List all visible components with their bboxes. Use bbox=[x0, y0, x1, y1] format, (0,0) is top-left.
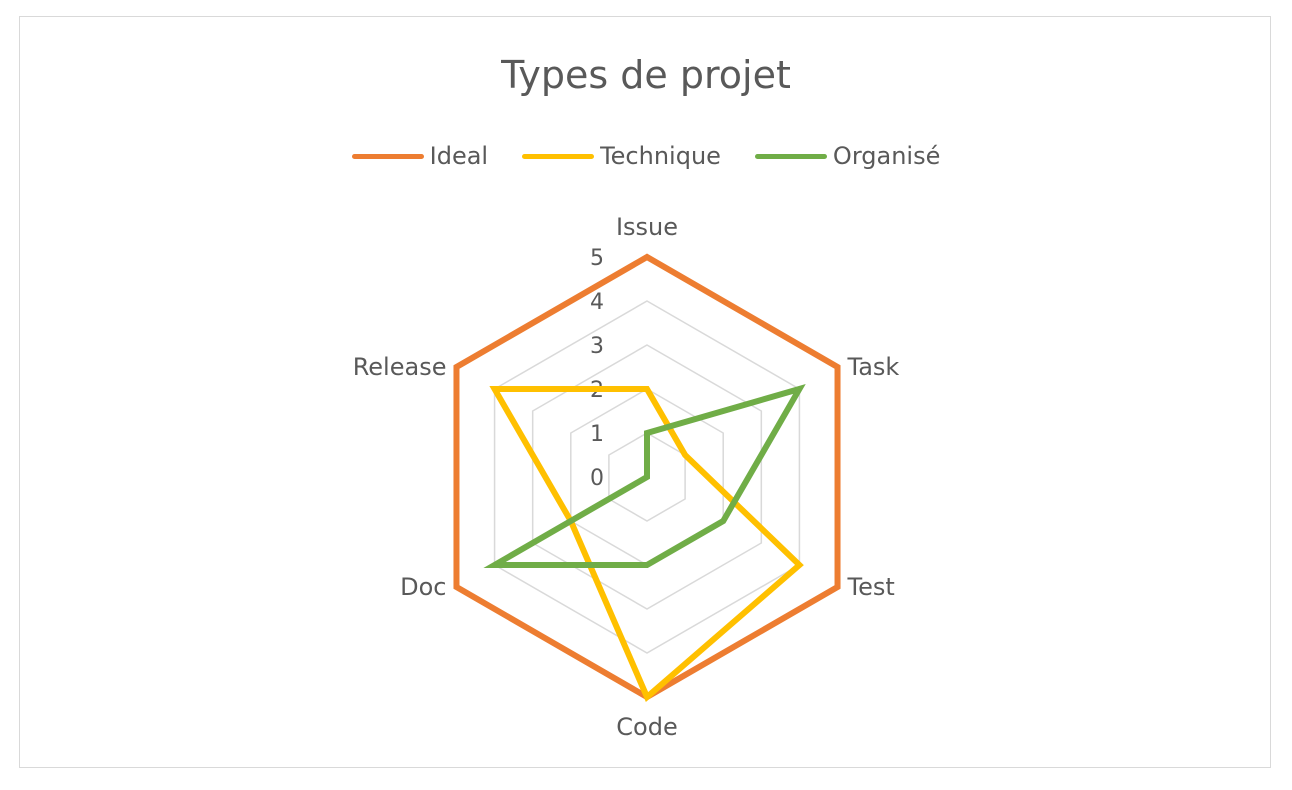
tick-label: 1 bbox=[590, 422, 604, 447]
axis-label-task: Task bbox=[847, 353, 900, 381]
legend-label-ideal: Ideal bbox=[429, 142, 489, 170]
series-line-organisé bbox=[483, 384, 806, 568]
axis-label-issue: Issue bbox=[616, 213, 678, 241]
tick-label: 4 bbox=[590, 290, 604, 315]
tick-label: 5 bbox=[590, 246, 604, 271]
legend-swatch-technique bbox=[522, 153, 595, 159]
chart-title: Types de projet bbox=[501, 53, 791, 97]
legend-item-organise: Organisé bbox=[754, 142, 941, 170]
axis-label-code: Code bbox=[616, 713, 677, 741]
legend-swatch-organise bbox=[754, 153, 827, 159]
legend-label-technique: Technique bbox=[600, 142, 721, 170]
legend-label-organise: Organisé bbox=[832, 142, 941, 170]
tick-label: 3 bbox=[590, 334, 604, 359]
axis-label-doc: Doc bbox=[400, 573, 446, 601]
series-line-technique bbox=[489, 386, 804, 702]
axis-label-release: Release bbox=[353, 353, 447, 381]
axis-label-test: Test bbox=[847, 573, 895, 601]
grid-ring-3 bbox=[531, 344, 763, 610]
legend-swatch-ideal bbox=[351, 153, 424, 159]
legend-item-ideal: Ideal bbox=[351, 142, 489, 170]
tick-label: 0 bbox=[590, 466, 604, 491]
legend-item-technique: Technique bbox=[522, 142, 721, 170]
legend: Ideal Technique Organisé bbox=[0, 142, 1292, 170]
